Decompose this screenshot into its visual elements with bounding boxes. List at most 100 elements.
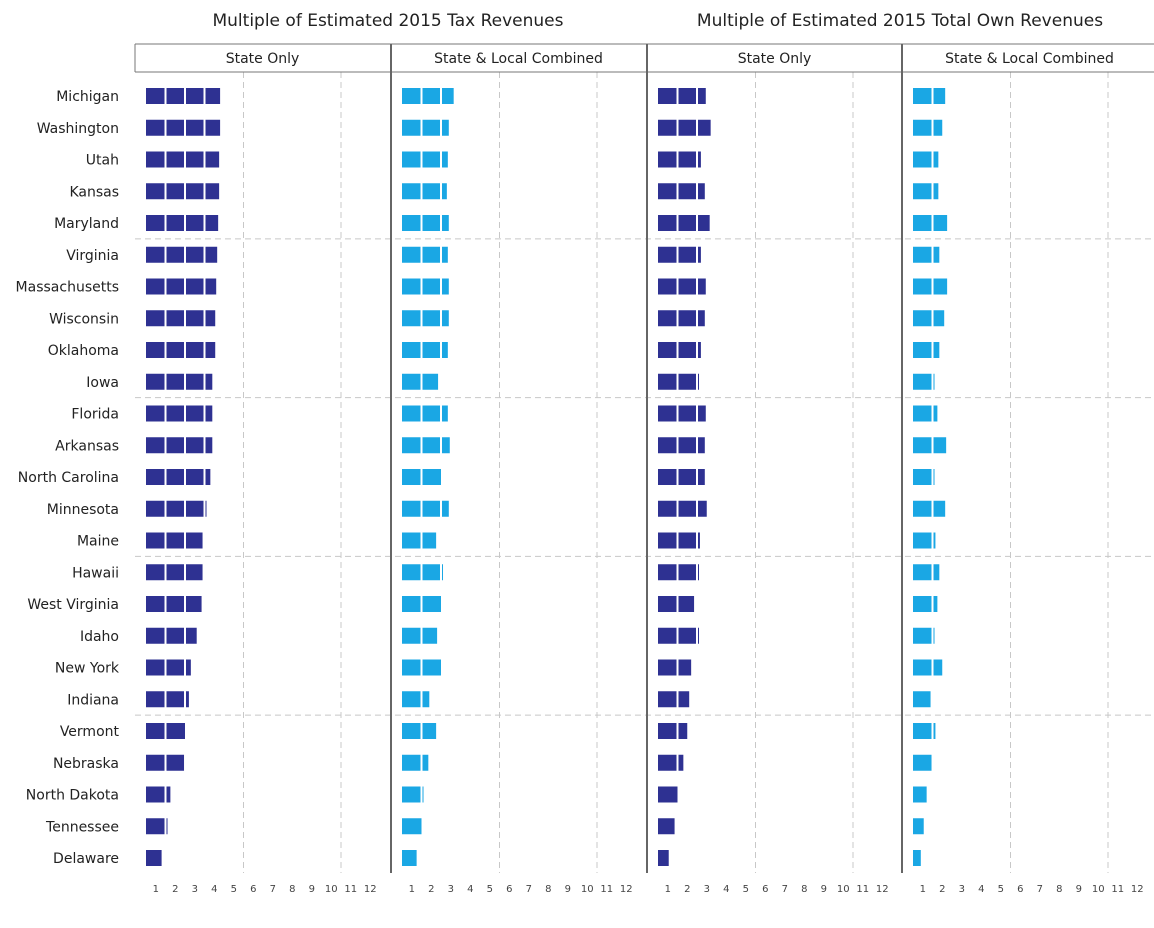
bar-segment — [186, 596, 202, 612]
bar-segment — [146, 500, 165, 517]
bar — [402, 596, 441, 612]
bar — [913, 119, 943, 136]
x-tick-label: 4 — [467, 884, 473, 895]
bar-segment — [146, 151, 165, 168]
bar-segment — [698, 564, 699, 581]
bar-segment — [933, 183, 939, 200]
bar-segment — [146, 532, 165, 549]
bar-segment — [146, 183, 165, 200]
bar-segment — [658, 246, 677, 263]
bar-segment — [678, 405, 696, 422]
bar-segment — [422, 342, 440, 358]
bar-segment — [402, 310, 421, 327]
bar-segment — [913, 691, 931, 708]
bar — [402, 723, 437, 739]
bar-segment — [205, 183, 220, 200]
bar — [146, 596, 202, 612]
bar-segment — [402, 786, 421, 803]
bar-segment — [678, 215, 696, 231]
bar — [913, 723, 936, 739]
x-tick-label: 12 — [364, 884, 377, 895]
bar-segment — [402, 183, 421, 200]
x-tick-label: 9 — [1076, 884, 1082, 895]
bar-segment — [698, 342, 701, 358]
state-label: Maine — [77, 534, 119, 550]
bar-segment — [678, 119, 696, 136]
bar — [658, 373, 699, 390]
bar-segment — [205, 437, 213, 454]
panel-title: State Only — [226, 51, 300, 67]
bar-segment — [658, 723, 677, 739]
bar-segment — [166, 278, 184, 295]
bar — [402, 215, 449, 231]
bar-segment — [205, 310, 216, 327]
x-tick-label: 2 — [428, 884, 434, 895]
x-tick-label: 4 — [211, 884, 217, 895]
bar-segment — [913, 405, 932, 422]
state-label: Delaware — [53, 851, 119, 867]
bar-segment — [658, 278, 677, 295]
bar — [402, 151, 448, 168]
bar — [146, 723, 185, 739]
state-label: Vermont — [60, 724, 120, 740]
bar-segment — [402, 469, 421, 485]
bar-segment — [658, 500, 677, 517]
bar — [146, 183, 220, 200]
state-label: Nebraska — [53, 756, 119, 772]
bar-segment — [933, 437, 947, 454]
bar — [913, 405, 938, 422]
bar-segment — [933, 627, 935, 644]
bar-segment — [422, 215, 440, 231]
bar-segment — [146, 659, 165, 676]
bar-segment — [186, 659, 191, 676]
bar-segment — [913, 437, 932, 454]
x-tick-label: 7 — [1037, 884, 1043, 895]
bar-segment — [402, 405, 421, 422]
bar — [402, 405, 448, 422]
bar-segment — [146, 246, 165, 263]
bar — [913, 246, 940, 263]
bar-segment — [422, 437, 440, 454]
bar — [913, 437, 947, 454]
bar-segment — [166, 405, 184, 422]
bar — [913, 278, 948, 295]
bar — [402, 373, 439, 390]
bar-segment — [402, 119, 421, 136]
x-tick-label: 8 — [1056, 884, 1062, 895]
x-tick-label: 10 — [837, 884, 850, 895]
bar — [146, 564, 203, 581]
bar-segment — [146, 596, 165, 612]
bar-segment — [402, 342, 421, 358]
bar-segment — [146, 754, 165, 771]
bar-segment — [913, 532, 932, 549]
bar-segment — [913, 119, 932, 136]
bar — [402, 500, 449, 517]
bar-segment — [442, 246, 448, 263]
x-tick-label: 11 — [856, 884, 869, 895]
bar — [146, 532, 203, 549]
bar-segment — [442, 564, 443, 581]
bar-segment — [658, 119, 677, 136]
bar-segment — [146, 278, 165, 295]
bar — [402, 437, 450, 454]
bar — [913, 215, 948, 231]
bar — [402, 850, 417, 866]
bar-segment — [422, 88, 440, 104]
bar-segment — [422, 151, 440, 168]
bar-segment — [402, 850, 417, 866]
bar-segment — [422, 723, 437, 739]
bar-segment — [658, 596, 677, 612]
bar-segment — [166, 818, 168, 835]
bar-segment — [146, 215, 165, 231]
bar-segment — [402, 151, 421, 168]
bar-segment — [205, 278, 217, 295]
bar-segment — [658, 818, 675, 835]
bar — [658, 723, 688, 739]
state-label: New York — [55, 661, 120, 677]
state-label: Idaho — [80, 629, 119, 645]
bar-segment — [678, 278, 696, 295]
bar — [913, 627, 935, 644]
state-label: Indiana — [67, 692, 119, 708]
bar-segment — [402, 723, 421, 739]
